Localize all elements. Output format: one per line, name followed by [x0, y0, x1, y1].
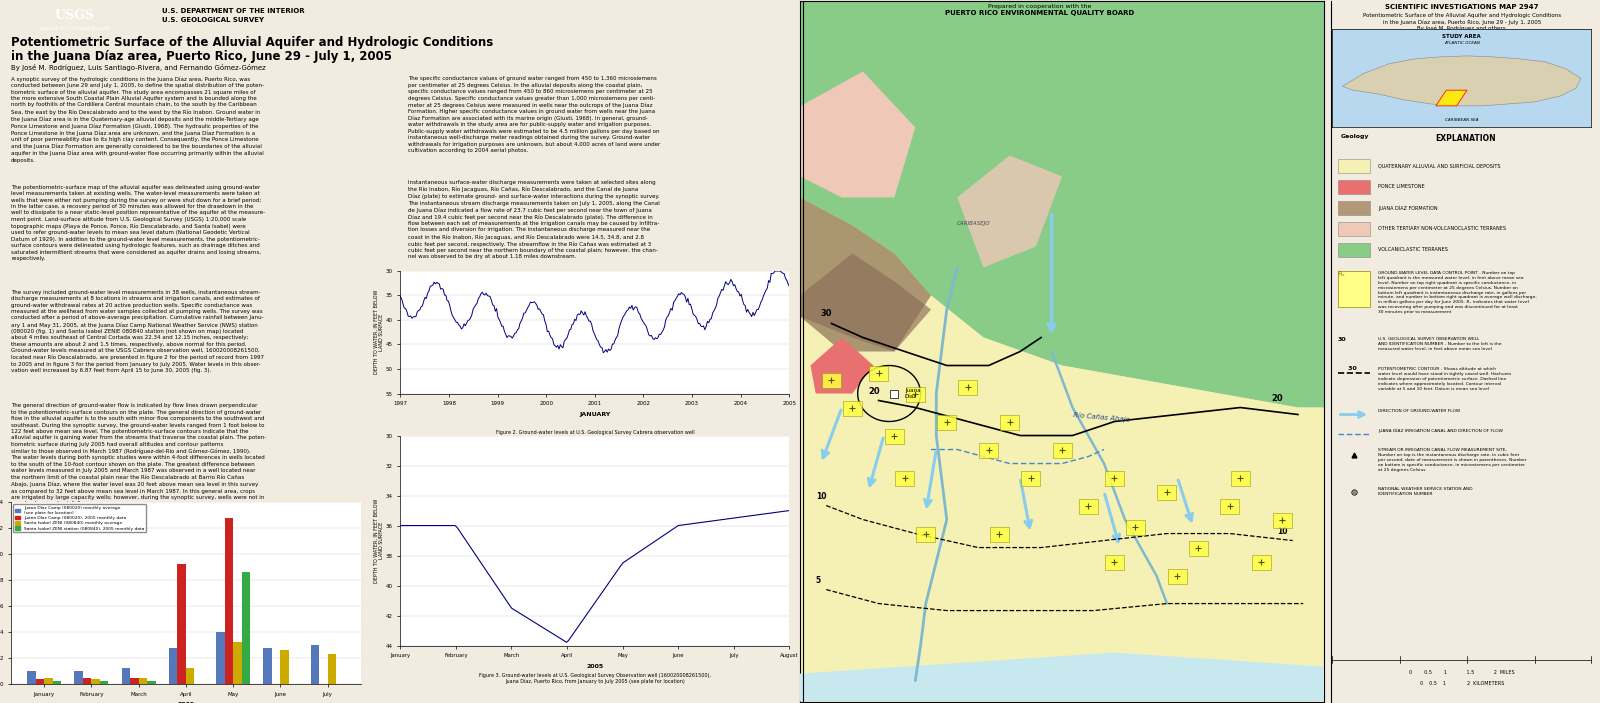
Text: JUANA DÍAZ IRRIGATION CANAL AND DIRECTION OF FLOW: JUANA DÍAZ IRRIGATION CANAL AND DIRECTIO… [1378, 429, 1502, 433]
Text: Prepared in cooperation with the: Prepared in cooperation with the [989, 4, 1091, 8]
Polygon shape [957, 155, 1062, 267]
Text: in the Juana Díaz area, Puerto Rico, June 29 - July 1, 2005: in the Juana Díaz area, Puerto Rico, Jun… [11, 51, 392, 63]
Bar [979, 442, 998, 458]
Bar [1078, 498, 1098, 514]
Text: CARIBASEJO: CARIBASEJO [957, 221, 990, 226]
Bar [1338, 222, 1370, 236]
Polygon shape [800, 1, 1325, 408]
Text: GROUND-WATER LEVEL DATA CONTROL POINT - Number on top
left quadrant is the measu: GROUND-WATER LEVEL DATA CONTROL POINT - … [1378, 271, 1538, 314]
Text: 20: 20 [869, 387, 880, 396]
Bar [869, 366, 888, 381]
Bar [896, 470, 914, 486]
Bar [1338, 201, 1370, 215]
Text: U.S. GEOLOGICAL SURVEY OBSERVATION WELL
AND IDENTIFICATION NUMBER - Number to th: U.S. GEOLOGICAL SURVEY OBSERVATION WELL … [1378, 337, 1502, 352]
Text: QUATERNARY ALLUVIAL AND SURFICIAL DEPOSITS: QUATERNARY ALLUVIAL AND SURFICIAL DEPOSI… [1378, 164, 1501, 169]
Bar [1272, 512, 1291, 528]
Text: The survey included ground-water level measurements in 38 wells, instantaneous s: The survey included ground-water level m… [11, 290, 264, 373]
Polygon shape [800, 652, 1325, 702]
Bar [1338, 159, 1370, 173]
Text: Río Cañas Abajo: Río Cañas Abajo [1072, 411, 1130, 423]
Bar [1230, 470, 1250, 486]
Bar [906, 387, 925, 402]
Text: PUERTO RICO ENVIRONMENTAL QUALITY BOARD: PUERTO RICO ENVIRONMENTAL QUALITY BOARD [946, 10, 1134, 16]
Bar [822, 373, 842, 388]
Text: VOLCANICLASTIC TERRANES: VOLCANICLASTIC TERRANES [1378, 247, 1448, 252]
Text: Potentiometric Surface of the Alluvial Aquifer and Hydrologic Conditions: Potentiometric Surface of the Alluvial A… [11, 37, 493, 49]
Text: STREAM OR IRRIGATION CANAL FLOW MEASUREMENT SITE-
Number on top is the instantan: STREAM OR IRRIGATION CANAL FLOW MEASUREM… [1378, 448, 1526, 472]
Polygon shape [800, 254, 931, 352]
Text: Juana
Díaz: Juana Díaz [906, 388, 920, 399]
Bar [843, 401, 862, 416]
Text: JUANA DÍAZ FORMATION: JUANA DÍAZ FORMATION [1378, 205, 1438, 211]
Bar [958, 380, 978, 395]
Text: REFERENCES CITED: REFERENCES CITED [408, 283, 491, 292]
Text: 0    0.5    1              2  KILOMETERS: 0 0.5 1 2 KILOMETERS [1419, 681, 1504, 685]
Text: Rₓ: Rₓ [1338, 271, 1346, 277]
Bar [1168, 569, 1187, 584]
Polygon shape [811, 337, 874, 394]
Text: The potentiometric-surface map of the alluvial aquifer was delineated using grou: The potentiometric-surface map of the al… [11, 185, 266, 261]
Bar [1338, 180, 1370, 194]
Text: 20: 20 [1272, 394, 1283, 403]
Text: Bawiec, Walter, 2001, Geology, geochemistry, geophysics, mineral occurrences, an: Bawiec, Walter, 2001, Geology, geochemis… [408, 301, 659, 372]
Polygon shape [800, 295, 1325, 702]
Bar [1221, 498, 1240, 514]
Text: By José M. Rodríguez, Luis Santiago-Rivera, and Fernando Gómez-Gómez: By José M. Rodríguez, Luis Santiago-Rive… [11, 65, 266, 72]
Bar [1251, 555, 1270, 570]
Bar [1106, 470, 1123, 486]
Text: 30: 30 [1346, 366, 1357, 371]
Text: SCIENTIFIC INVESTIGATIONS MAP 2947: SCIENTIFIC INVESTIGATIONS MAP 2947 [1386, 4, 1539, 10]
Text: 30: 30 [821, 309, 832, 318]
Text: 10: 10 [1277, 527, 1288, 536]
Polygon shape [800, 198, 931, 352]
Bar [938, 415, 957, 430]
Text: OTHER TERTIARY NON-VOLCANOCLASTIC TERRANES: OTHER TERTIARY NON-VOLCANOCLASTIC TERRAN… [1378, 226, 1506, 231]
Text: The general direction of ground-water flow is indicated by flow lines drawn perp: The general direction of ground-water fl… [11, 404, 266, 506]
Text: 10: 10 [816, 491, 826, 501]
Bar [990, 527, 1008, 542]
Bar [1126, 520, 1146, 535]
Text: The specific conductance values of ground water ranged from 450 to 1,360 microsi: The specific conductance values of groun… [408, 77, 661, 153]
Text: Geology: Geology [1341, 134, 1368, 139]
Bar [1338, 243, 1370, 257]
Bar [1157, 484, 1176, 500]
Text: 30: 30 [1338, 337, 1346, 342]
Bar [1106, 555, 1123, 570]
Text: 0        0.5        1             1.5             2  MILES: 0 0.5 1 1.5 2 MILES [1410, 670, 1515, 675]
Text: PONCE LIMESTONE: PONCE LIMESTONE [1378, 184, 1426, 189]
Text: NATIONAL WEATHER SERVICE STATION AND
IDENTIFICATION NUMBER: NATIONAL WEATHER SERVICE STATION AND IDE… [1378, 486, 1472, 496]
Text: U.S. GEOLOGICAL SURVEY: U.S. GEOLOGICAL SURVEY [162, 17, 264, 22]
Text: POTENTIOMETRIC CONTOUR - Shows altitude at which
water level would have stood in: POTENTIOMETRIC CONTOUR - Shows altitude … [1378, 367, 1512, 390]
Text: DIRECTION OF GROUND-WATER FLOW: DIRECTION OF GROUND-WATER FLOW [1378, 409, 1461, 413]
Text: A synoptic survey of the hydrologic conditions in the Juana Díaz area, Puerto Ri: A synoptic survey of the hydrologic cond… [11, 77, 264, 162]
Bar [1338, 271, 1370, 307]
Text: EXPLANATION: EXPLANATION [1435, 134, 1496, 143]
Text: U.S. DEPARTMENT OF THE INTERIOR: U.S. DEPARTMENT OF THE INTERIOR [162, 8, 304, 14]
Bar [1000, 415, 1019, 430]
Text: Instantaneous surface-water discharge measurements were taken at selected sites : Instantaneous surface-water discharge me… [408, 180, 659, 259]
Bar [1021, 470, 1040, 486]
Text: Potentiometric Surface of the Alluvial Aquifer and Hydrologic Conditions
in the : Potentiometric Surface of the Alluvial A… [1363, 13, 1562, 31]
Polygon shape [800, 72, 915, 198]
Bar [1053, 442, 1072, 458]
Bar [1189, 541, 1208, 556]
Bar [885, 429, 904, 444]
Text: 5: 5 [816, 576, 821, 585]
Bar [917, 527, 936, 542]
